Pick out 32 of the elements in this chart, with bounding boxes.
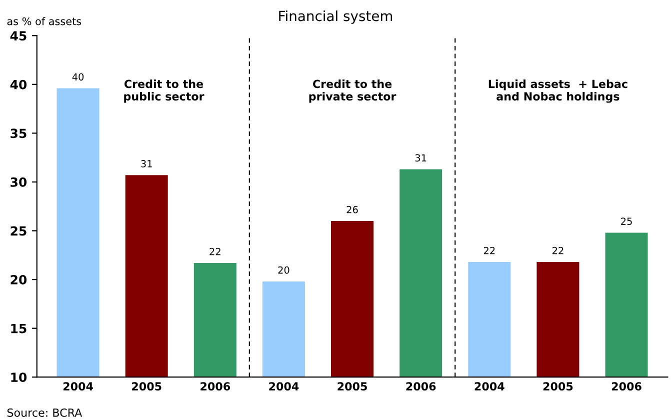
data-label: 22 <box>484 246 495 254</box>
data-label: 20 <box>278 266 290 274</box>
y-tick-label: 20 <box>10 275 27 284</box>
x-tick-label: 2006 <box>200 382 230 391</box>
data-label: 22 <box>210 248 220 256</box>
y-axis-title: as % of assets <box>7 17 82 26</box>
x-tick-label: 2004 <box>63 382 93 391</box>
data-label: 26 <box>346 206 358 214</box>
x-tick-label: 2004 <box>269 382 299 391</box>
annotation: Credit to the private sector <box>309 80 396 103</box>
y-tick-label: 30 <box>10 177 27 187</box>
x-tick-label: 2006 <box>406 382 436 391</box>
y-tick-label: 25 <box>10 226 26 236</box>
x-tick-label: 2004 <box>474 382 504 391</box>
data-label: 31 <box>141 160 152 168</box>
y-tick-label: 45 <box>10 31 26 41</box>
data-label: 40 <box>72 73 84 81</box>
x-tick-label: 2005 <box>132 382 162 391</box>
y-tick-label: 40 <box>10 80 27 90</box>
annotation: Credit to the public sector <box>124 80 204 103</box>
annotation: Liquid assets + Lebac and Nobac holdings <box>488 80 628 103</box>
x-tick-label: 2006 <box>612 382 642 391</box>
y-tick-label: 10 <box>11 372 27 382</box>
x-tick-label: 2005 <box>338 382 367 391</box>
data-label: 31 <box>415 154 426 162</box>
chart-title: Financial system <box>279 10 392 24</box>
y-tick-label: 35 <box>10 128 26 138</box>
x-tick-label: 2005 <box>543 382 573 391</box>
source-note: Source: BCRA <box>7 408 82 417</box>
y-tick-label: 15 <box>11 324 26 334</box>
data-label: 22 <box>552 246 564 254</box>
data-label: 25 <box>621 218 632 225</box>
